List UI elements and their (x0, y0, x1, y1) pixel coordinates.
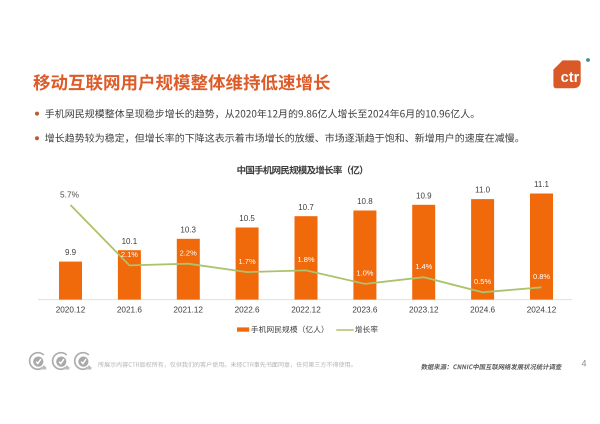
svg-text:1.0%: 1.0% (356, 269, 373, 278)
svg-text:2022.12: 2022.12 (291, 305, 321, 314)
svg-text:2022.6: 2022.6 (235, 305, 260, 314)
svg-text:11.1: 11.1 (534, 180, 550, 189)
svg-text:2.1%: 2.1% (121, 250, 138, 259)
svg-text:2024.12: 2024.12 (527, 305, 557, 314)
svg-text:2023.6: 2023.6 (352, 305, 377, 314)
svg-text:9.9: 9.9 (65, 248, 77, 257)
svg-text:2023.12: 2023.12 (409, 305, 439, 314)
svg-text:4: 4 (581, 359, 586, 369)
svg-text:10.3: 10.3 (180, 225, 196, 234)
svg-text:10.1: 10.1 (122, 237, 138, 246)
svg-text:1.4%: 1.4% (415, 262, 432, 271)
svg-text:10.5: 10.5 (239, 214, 255, 223)
svg-text:2.2%: 2.2% (180, 249, 197, 258)
svg-text:5.7%: 5.7% (60, 189, 80, 199)
svg-text:2020.12: 2020.12 (56, 305, 86, 314)
svg-text:2021.6: 2021.6 (117, 305, 142, 314)
svg-text:ctr: ctr (561, 70, 580, 86)
svg-text:0.8%: 0.8% (533, 272, 550, 281)
svg-text:1.8%: 1.8% (297, 255, 314, 264)
svg-text:0.5%: 0.5% (474, 277, 491, 286)
svg-text:2021.12: 2021.12 (173, 305, 203, 314)
svg-text:10.7: 10.7 (298, 203, 314, 212)
svg-text:11.0: 11.0 (475, 186, 491, 195)
svg-text:10.9: 10.9 (416, 191, 432, 200)
svg-text:10.8: 10.8 (357, 197, 373, 206)
svg-text:1.7%: 1.7% (239, 257, 256, 266)
svg-text:2024.6: 2024.6 (470, 305, 495, 314)
